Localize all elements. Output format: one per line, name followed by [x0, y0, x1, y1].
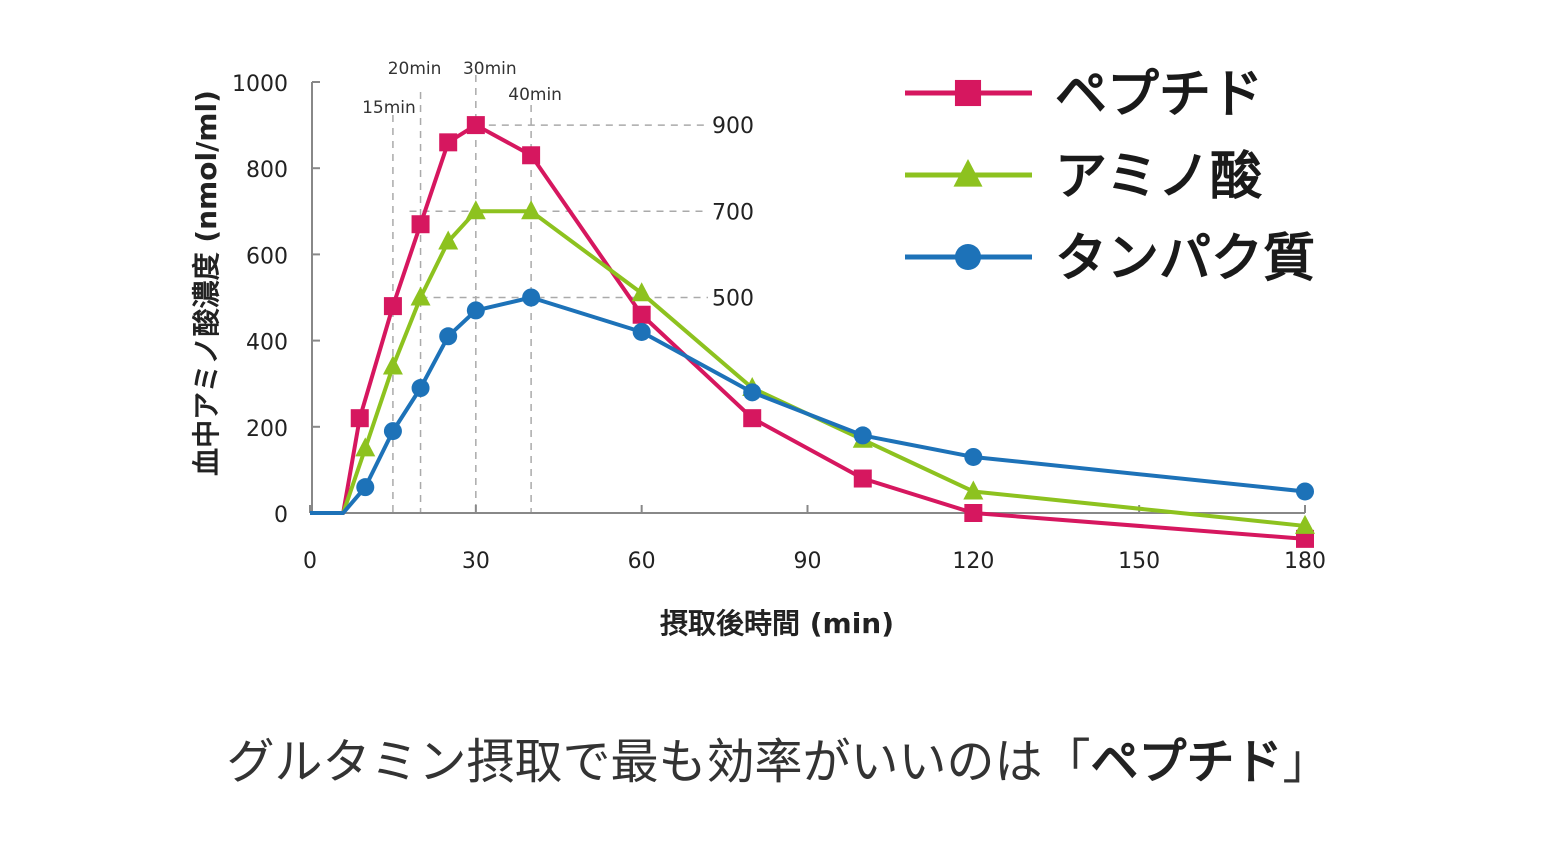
x-tick-label: 60: [628, 549, 656, 574]
x-axis-title: 摂取後時間 (min): [660, 607, 894, 640]
x-tick-label: 180: [1284, 549, 1326, 574]
data-point-triangle: [465, 200, 486, 220]
data-point-square: [383, 297, 402, 316]
data-point-triangle: [410, 286, 431, 306]
x-tick-label: 120: [952, 549, 994, 574]
caption-end: 」: [1282, 734, 1331, 790]
guide-label: 30min: [463, 59, 517, 79]
data-point-square: [853, 469, 872, 488]
legend-label: アミノ酸: [1055, 147, 1263, 207]
y-axis-title: 血中アミノ酸濃度 (nmol/ml): [190, 90, 223, 476]
data-point-square: [1296, 529, 1314, 548]
data-point-square: [350, 409, 369, 428]
data-point-triangle: [382, 355, 403, 375]
data-point-square: [411, 215, 430, 234]
guide-label: 40min: [508, 85, 562, 105]
data-point-triangle: [631, 282, 652, 302]
y-tick-label: 1000: [232, 72, 288, 97]
legend-marker-square: [954, 79, 982, 107]
y-tick-label: 600: [246, 244, 288, 269]
legend-label: タンパク質: [1055, 229, 1315, 289]
y-tick-label: 0: [274, 503, 288, 528]
x-tick-label: 0: [303, 549, 317, 574]
guide-value-label: 900: [712, 114, 754, 139]
data-point-square: [743, 409, 762, 428]
data-point-circle: [522, 288, 541, 307]
y-tick-label: 800: [246, 158, 288, 183]
data-point-circle: [964, 447, 983, 466]
data-point-circle: [743, 383, 762, 402]
data-point-square: [439, 133, 458, 152]
x-tick-label: 90: [794, 549, 822, 574]
guide-value-label: 500: [712, 287, 754, 312]
series-line-circle: [310, 295, 1306, 515]
data-point-square: [466, 116, 485, 135]
data-point-circle: [466, 301, 485, 320]
data-point-circle: [383, 422, 402, 441]
legend-label: ペプチド: [1055, 65, 1263, 125]
guide-label: 15min: [362, 98, 416, 118]
data-point-circle: [356, 478, 375, 497]
legend-marker-circle: [954, 243, 982, 271]
data-point-circle: [853, 426, 872, 445]
data-point-circle: [632, 322, 651, 341]
data-point-circle: [1296, 482, 1314, 501]
legend-marker-triangle: [953, 159, 983, 187]
data-point-square: [964, 504, 983, 522]
x-tick-label: 150: [1118, 549, 1160, 574]
data-point-circle: [439, 327, 458, 346]
data-point-triangle: [1295, 514, 1315, 534]
guide-label: 20min: [388, 59, 442, 79]
data-point-triangle: [355, 437, 376, 457]
caption-bold: ペプチド: [1090, 734, 1283, 790]
data-point-triangle: [963, 480, 984, 500]
y-tick-label: 200: [246, 417, 288, 442]
data-point-triangle: [521, 200, 542, 220]
caption: グルタミン摂取で最も効率がいいのは「ペプチド」: [0, 722, 1557, 792]
caption-text: グルタミン摂取で最も効率がいいのは「: [226, 734, 1091, 790]
y-tick-label: 400: [246, 331, 288, 356]
x-tick-label: 30: [462, 549, 490, 574]
data-point-triangle: [438, 230, 459, 250]
data-point-circle: [411, 379, 430, 398]
data-point-square: [632, 305, 651, 324]
data-point-square: [522, 146, 541, 165]
guide-value-label: 700: [712, 200, 754, 225]
